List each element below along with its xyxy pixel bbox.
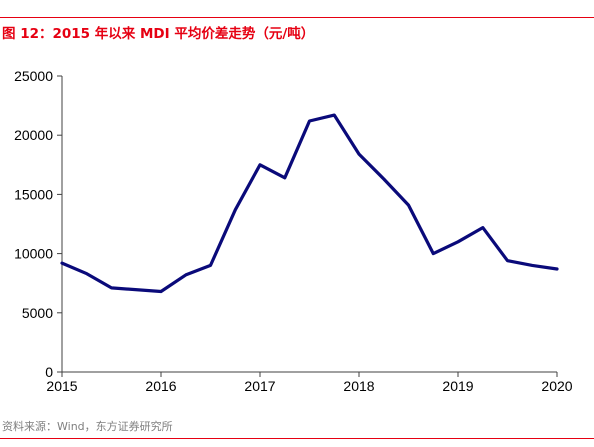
source-note: 资料来源：Wind，东方证券研究所 [2,420,173,433]
top-rule [0,17,594,18]
chart-ticks: 0 5000 10000 15000 20000 25000 2015 2016 2017 201… [14,68,573,394]
y-tick-label: 15000 [14,186,53,202]
x-tick-label: 2019 [442,378,473,394]
x-tick-label: 2015 [46,378,77,394]
x-tick-label: 2018 [343,378,374,394]
chart-title: 图 12：2015 年以来 MDI 平均价差走势（元/吨） [2,26,315,42]
chart-axes [61,76,557,373]
x-tick-label: 2017 [244,378,275,394]
line-chart: 0 5000 10000 15000 20000 25000 2015 2016 2017 201… [14,68,573,394]
y-tick-label: 20000 [14,127,53,143]
series-line [60,113,559,294]
y-tick-label: 10000 [14,246,53,262]
y-tick-label: 5000 [22,305,53,321]
chart-series [60,113,559,294]
x-tick-label: 2020 [541,378,572,394]
bottom-rule [0,438,594,439]
y-tick-label: 0 [45,364,53,380]
y-tick-label: 25000 [14,68,53,84]
x-tick-label: 2016 [145,378,176,394]
